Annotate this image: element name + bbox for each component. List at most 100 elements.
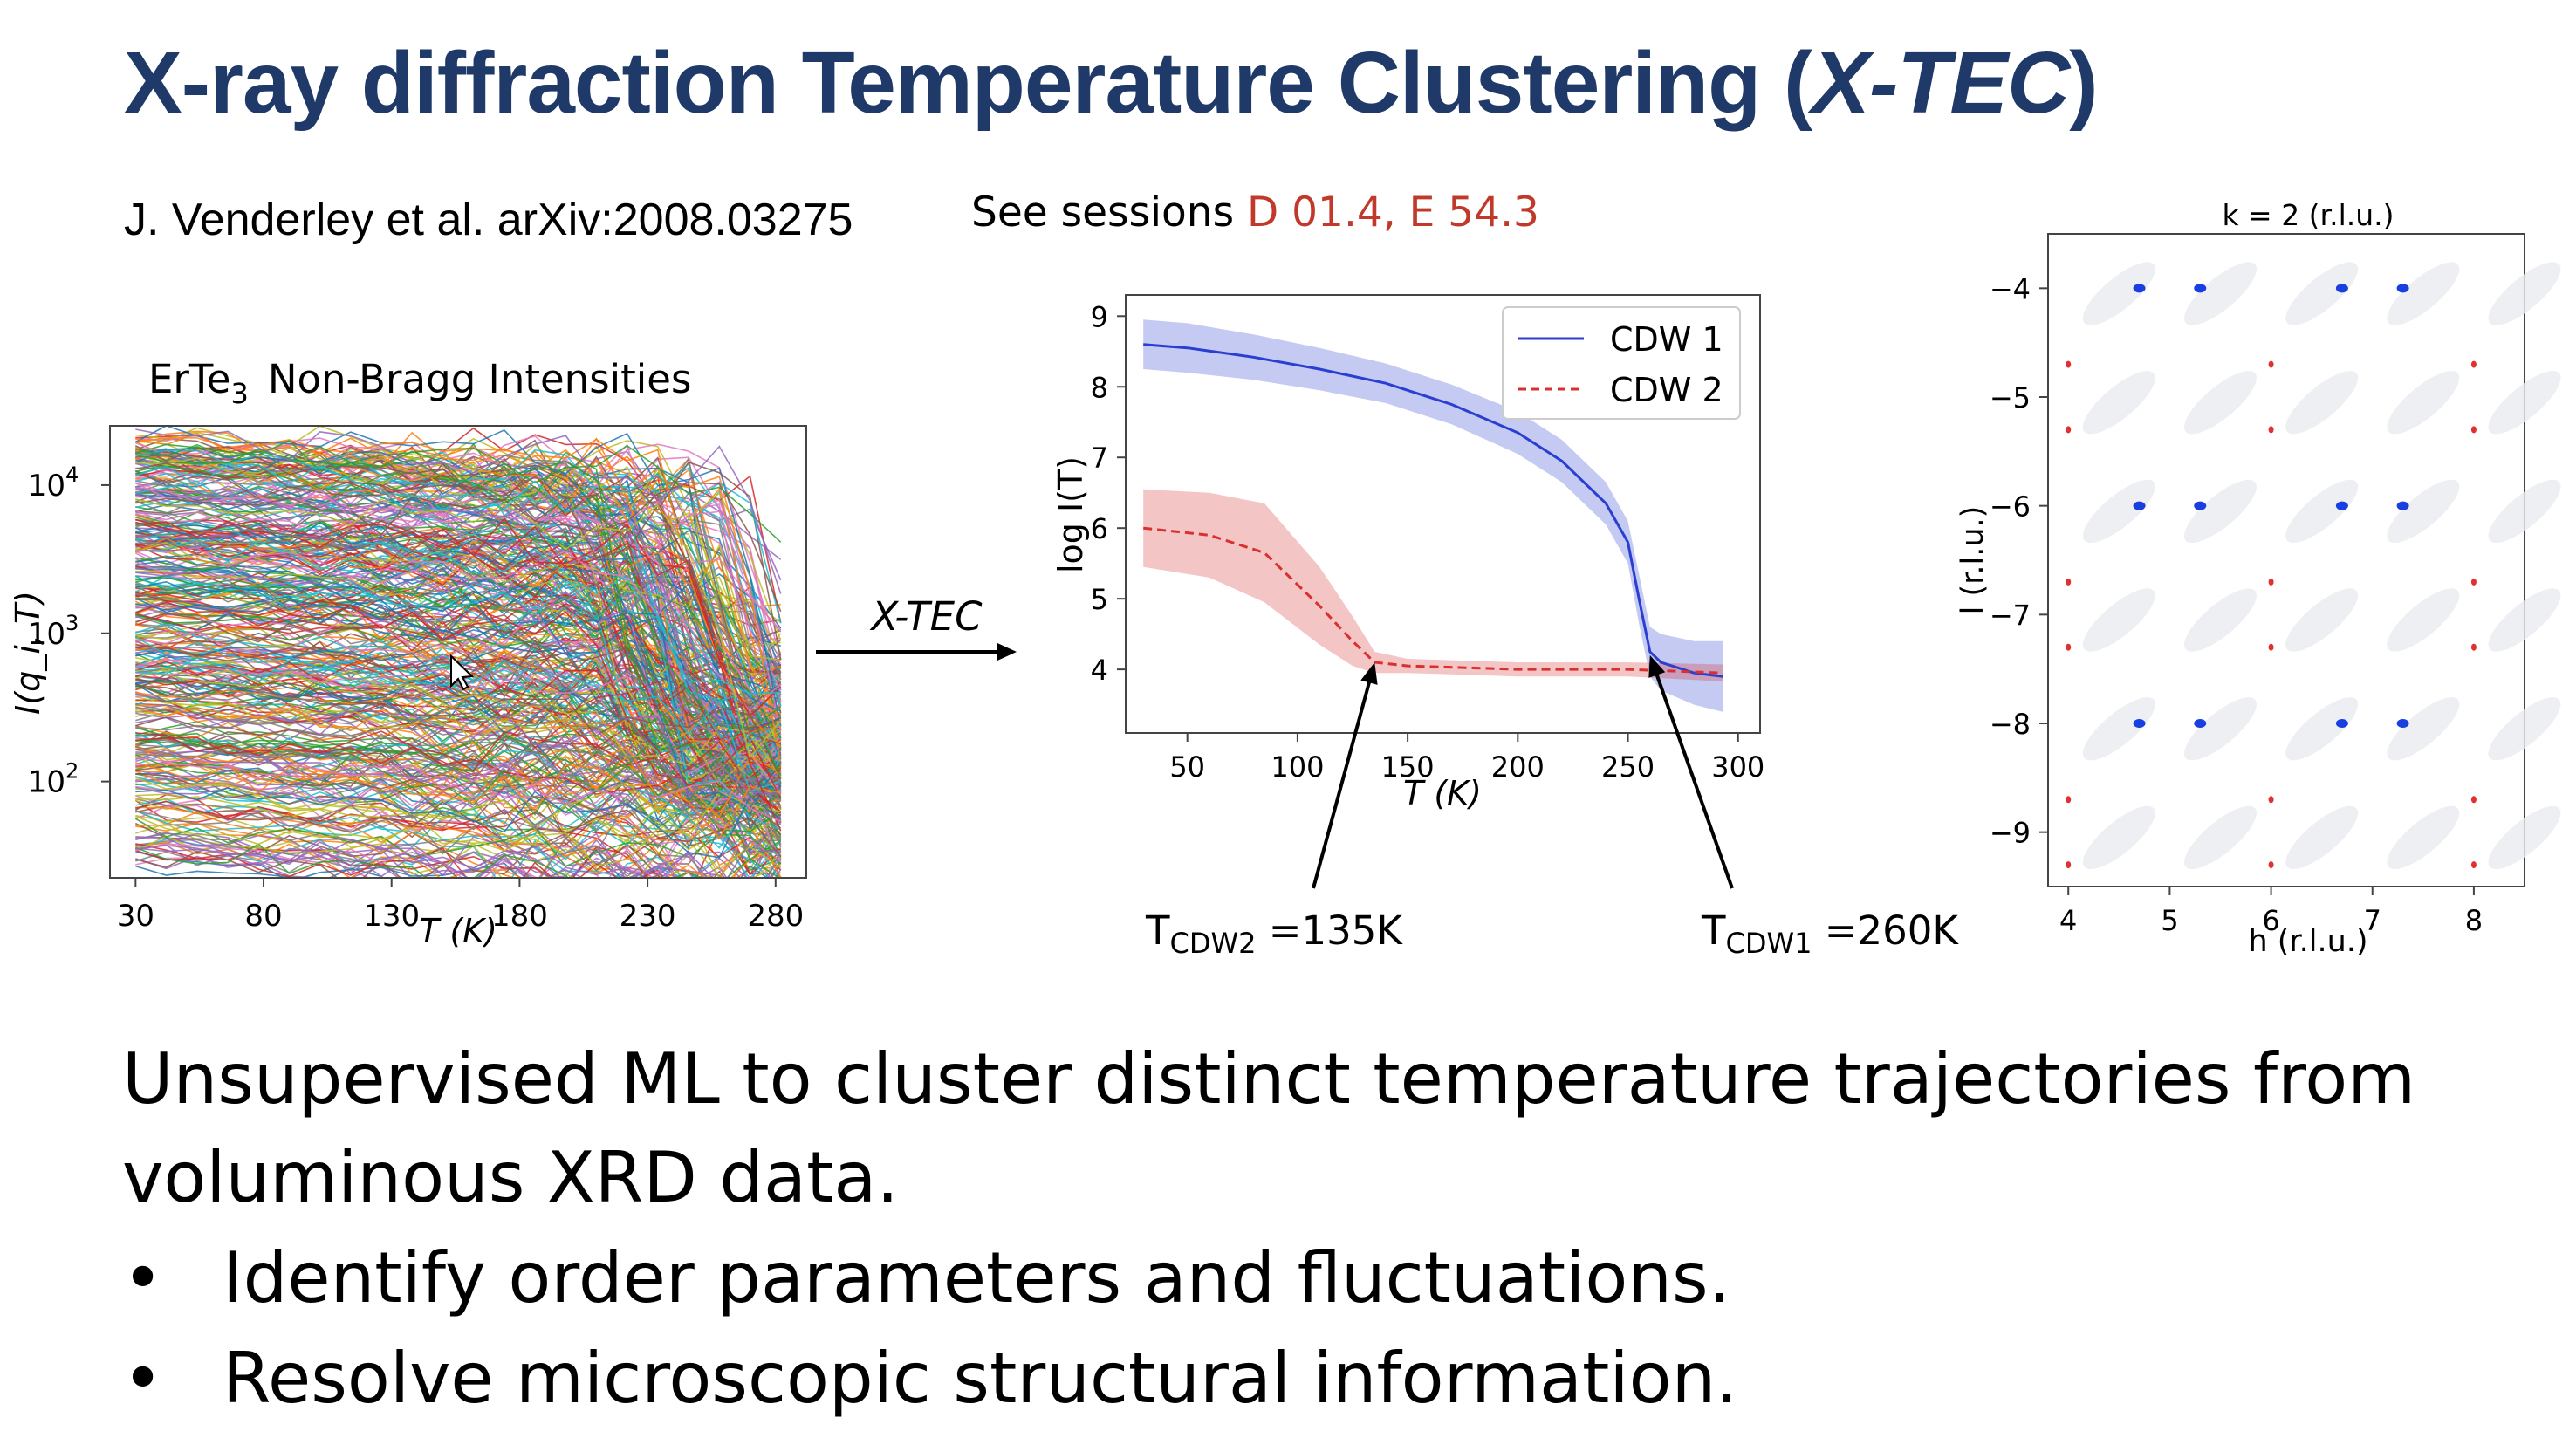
peak-cdw1	[2396, 284, 2409, 293]
chart3-peaks	[2066, 284, 2477, 869]
chart2-x-tick-label: 300	[1711, 750, 1764, 784]
chart3-y-ticks: −4 −5 −6 −7 −8 −9	[1990, 272, 2048, 850]
peak-cdw1	[2133, 719, 2146, 728]
chart2-xlabel: T (K)	[1403, 774, 1482, 812]
chart2-x-ticks: 50 100 150 200 250 300	[1169, 733, 1764, 784]
arrow-head-icon	[997, 643, 1017, 661]
peak-cdw2	[2268, 426, 2274, 434]
peak-cdw2	[2470, 578, 2477, 586]
chart1-y-tick-label: 104	[28, 462, 79, 503]
chart3-x-tick-label: 5	[2161, 904, 2178, 937]
peak-cdw2	[2470, 643, 2477, 651]
chart3-diffuse-blobs	[2082, 262, 2561, 870]
peak-cdw2	[2470, 796, 2477, 804]
chart2-ylabel: log I(T)	[1052, 456, 1090, 573]
chart1-title-rest: Non-Bragg Intensities	[268, 356, 692, 402]
chart2-y-ticks: 4 5 6 7 8 9	[1091, 300, 1126, 687]
peak-cdw2	[2066, 426, 2072, 434]
mouse-cursor-icon	[450, 654, 475, 691]
bullet-item: • Identify order parameters and fluctuati…	[122, 1237, 1730, 1318]
bullet-text: Identify order parameters and fluctuatio…	[223, 1237, 1731, 1318]
annotation-arrowhead-cdw2-icon	[1360, 662, 1378, 685]
peak-cdw2	[2066, 578, 2072, 586]
chart3-x-tick-label: 4	[2059, 904, 2077, 937]
authors-citation: J. Venderley et al. arXiv:2008.03275	[124, 195, 853, 245]
chart2-y-tick-label: 4	[1091, 654, 1108, 687]
chart2-legend: CDW 1 CDW 2	[1502, 306, 1741, 420]
chart1-x-tick-label: 230	[620, 899, 676, 934]
peak-cdw2	[2470, 360, 2477, 368]
peak-cdw1	[2335, 719, 2348, 728]
summary-line-1: Unsupervised ML to cluster distinct temp…	[122, 1038, 2416, 1120]
bullet-item: • Resolve microscopic structural informat…	[122, 1338, 1738, 1419]
chart2-x-tick-label: 100	[1271, 750, 1324, 784]
chart3-y-tick-label: −6	[1990, 490, 2031, 524]
chart2-y-tick-label: 9	[1091, 300, 1108, 333]
chart1-y-ticks: 104 103 102	[28, 462, 110, 800]
chart3-xlabel: h (r.l.u.)	[2248, 924, 2367, 959]
chart1-y-tick-label: 102	[28, 759, 79, 800]
peak-cdw2	[2470, 426, 2477, 434]
title-italic: X-TEC	[1812, 34, 2070, 132]
peak-cdw1	[2396, 719, 2409, 728]
chart1-x-tick-label: 130	[363, 899, 420, 934]
chart1-x-tick-label: 30	[117, 899, 154, 934]
annotation-label-cdw1: TCDW1 =260K	[1701, 908, 1959, 960]
chart3-x-ticks: 4 5 6 7 8	[2059, 887, 2483, 937]
peak-cdw2	[2066, 861, 2072, 869]
sessions-ids: D 01.4, E 54.3	[1247, 188, 1539, 236]
chart3-x-tick-label: 6	[2262, 904, 2279, 937]
chart2-y-tick-label: 6	[1091, 512, 1108, 545]
peak-cdw2	[2268, 643, 2274, 651]
peak-cdw2	[2268, 360, 2274, 368]
legend-label-cdw2: CDW 2	[1610, 371, 1723, 409]
peak-cdw2	[2066, 360, 2072, 368]
slide-title: X-ray diffraction Temperature Clustering…	[124, 33, 2099, 134]
band-cdw2	[1143, 489, 1723, 681]
arrow-label: X-TEC	[869, 593, 983, 640]
legend-box	[1502, 306, 1741, 420]
chart-reciprocal-map: k = 2 (r.l.u.) 4 5 6 7 8 −4 −5 −6 −7 −8 −9 h (r.l…	[1956, 198, 2561, 959]
chart2-lines	[1143, 343, 1723, 678]
peak-cdw1	[2133, 501, 2146, 510]
peak-cdw2	[2066, 643, 2072, 651]
title-close: )	[2069, 34, 2098, 132]
legend-label-cdw1: CDW 1	[1610, 320, 1723, 359]
chart2-x-tick-label: 250	[1601, 750, 1655, 784]
chart2-frame	[1125, 294, 1761, 734]
chart1-y-tick-label: 103	[28, 611, 79, 652]
annotation-label-cdw2: TCDW2 =135K	[1145, 908, 1403, 960]
peak-cdw1	[2194, 501, 2207, 510]
chart1-title-compound: ErTe	[148, 356, 230, 402]
chart3-title: k = 2 (r.l.u.)	[2222, 198, 2394, 232]
annotation-arrow-cdw2	[1312, 676, 1373, 889]
chart3-y-tick-label: −5	[1990, 381, 2031, 414]
peak-cdw2	[2268, 578, 2274, 586]
annotation-arrowhead-cdw1-icon	[1648, 654, 1666, 678]
chart1-x-tick-label: 180	[491, 899, 548, 934]
bullet-text: Resolve microscopic structural informati…	[223, 1338, 1738, 1419]
chart-raw-intensities: ErTe3 Non-Bragg Intensities 30 80 130 180 230…	[9, 356, 807, 950]
chart2-x-tick-label: 150	[1381, 750, 1435, 784]
title-main: X-ray diffraction Temperature Clustering…	[124, 34, 1812, 132]
peak-cdw1	[2194, 284, 2207, 293]
trajectory-lines	[134, 426, 782, 878]
peak-cdw1	[2133, 284, 2146, 293]
chart1-x-tick-label: 80	[244, 899, 282, 934]
chart1-frame	[109, 425, 807, 879]
chart2-y-tick-label: 5	[1091, 583, 1108, 616]
peak-cdw2	[2268, 861, 2274, 869]
chart1-title-subscript: 3	[230, 377, 248, 410]
peak-cdw1	[2396, 501, 2409, 510]
peak-cdw1	[2194, 719, 2207, 728]
chart2-y-tick-label: 8	[1091, 371, 1108, 404]
chart3-ylabel: l (r.l.u.)	[1956, 506, 1990, 615]
chart3-x-tick-label: 8	[2465, 904, 2483, 937]
chart1-x-ticks: 30 80 130 180 230 280	[117, 878, 804, 934]
peak-cdw2	[2066, 796, 2072, 804]
chart2-x-tick-label: 50	[1169, 750, 1205, 784]
chart2-annotations: TCDW2 =135K TCDW1 =260K	[1145, 654, 1959, 960]
bullet-dot-icon: •	[122, 1237, 164, 1318]
